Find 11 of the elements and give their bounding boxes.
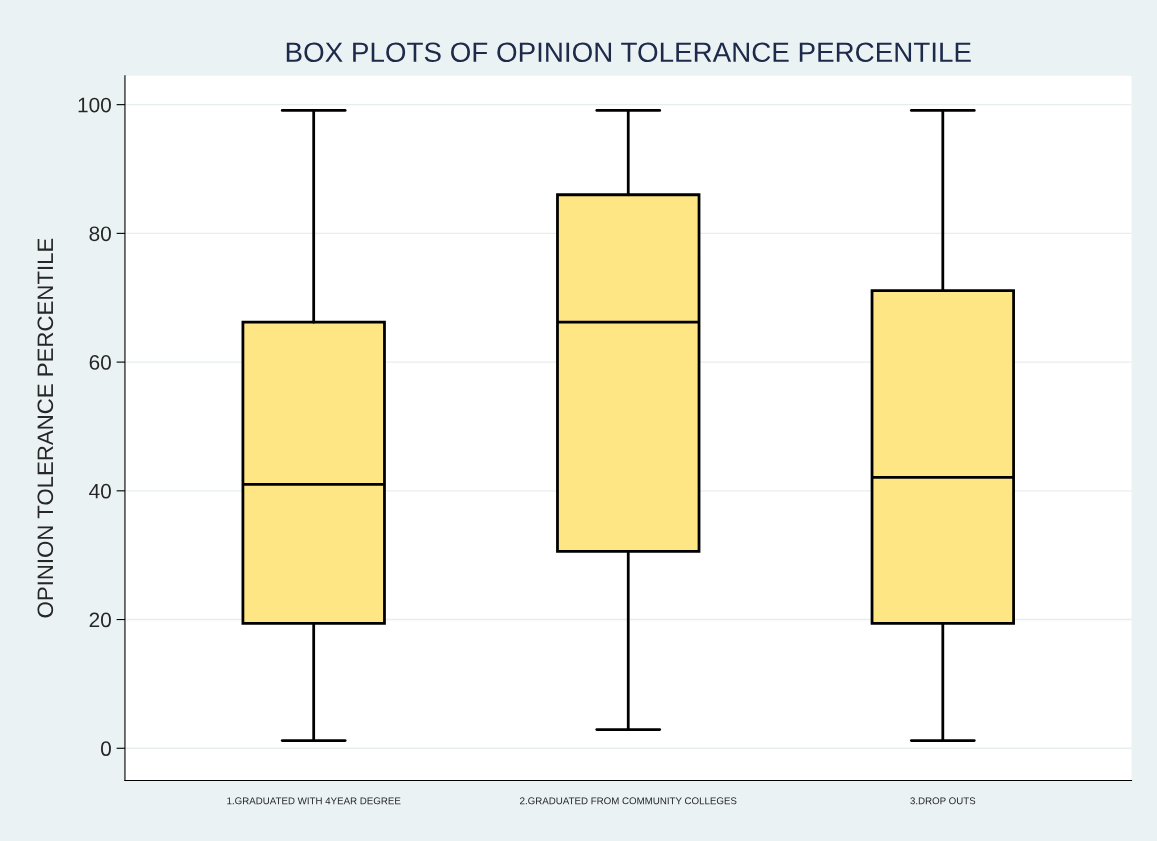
x-tick-label: 1.GRADUATED WITH 4YEAR DEGREE (227, 797, 401, 805)
chart-title: BOX PLOTS OF OPINION TOLERANCE PERCENTILE (286, 42, 971, 63)
y-axis-title: OPINION TOLERANCE PERCENTILE (37, 238, 54, 618)
y-tick-label: 0 (100, 741, 111, 757)
y-tick-label: 80 (89, 226, 111, 242)
x-tick-label: 2.GRADUATED FROM COMMUNITY COLLEGES (520, 797, 737, 805)
y-tick-label: 100 (78, 97, 111, 113)
x-tick-label: 3.DROP OUTS (910, 797, 976, 805)
y-tick-label: 20 (89, 612, 111, 628)
y-tick-label: 40 (89, 483, 111, 499)
y-tick-label: 60 (89, 355, 111, 370)
